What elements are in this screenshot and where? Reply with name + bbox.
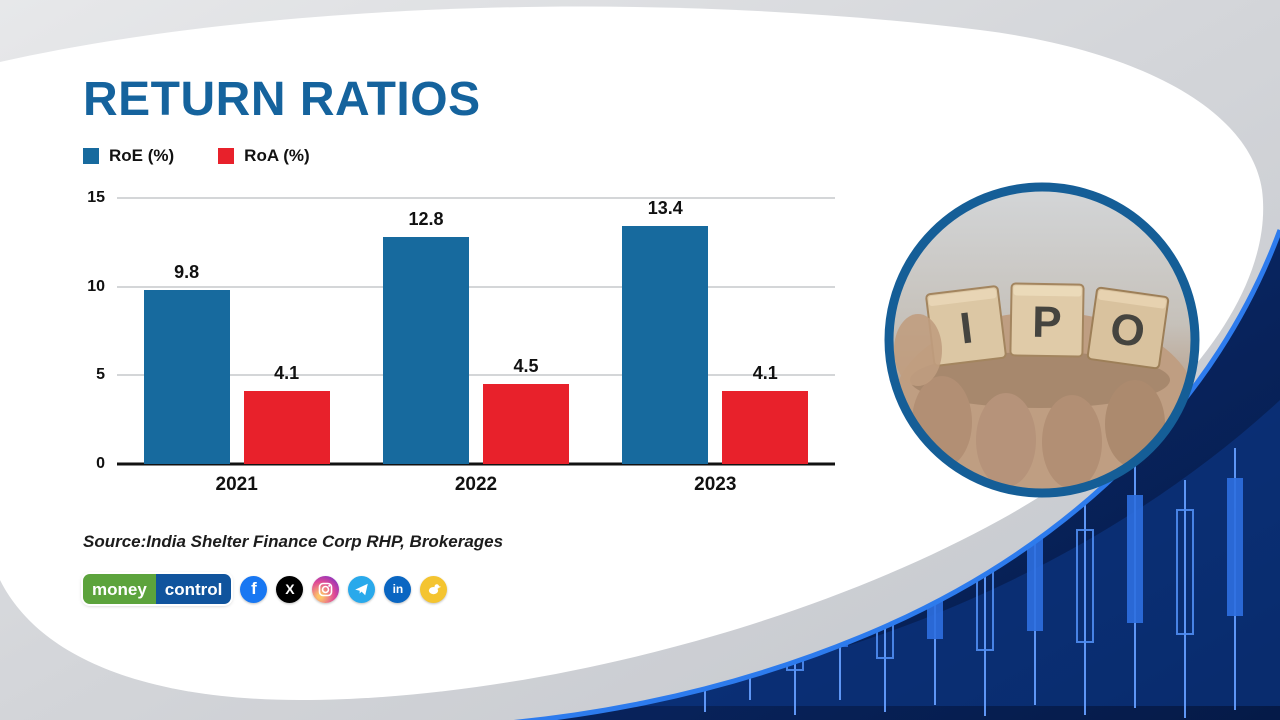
bar-value-roa-2022: 4.5 (513, 356, 539, 377)
legend-item-roa: RoA (%) (218, 146, 310, 166)
moneycontrol-logo[interactable]: money control (83, 574, 232, 604)
block-letter-o: O (1107, 304, 1148, 357)
legend-swatch-roa (218, 148, 235, 164)
bar-roe-2022: 12.8 (382, 209, 469, 464)
wood-block-p: P (1009, 282, 1085, 358)
gridline-10 (117, 286, 835, 288)
bar-roa-2022: 4.5 (482, 356, 569, 464)
page-title: RETURN RATIOS (83, 73, 481, 126)
y-tick-10: 10 (87, 277, 105, 295)
block-letter-i: I (957, 303, 975, 353)
bar-group-2023: 13.4 4.1 (596, 198, 835, 464)
legend-item-roe: RoE (%) (83, 146, 174, 166)
bar-value-roa-2021: 4.1 (274, 363, 300, 384)
bar-value-roa-2023: 4.1 (752, 363, 778, 384)
ipo-photo-graphic: I P O (884, 182, 1200, 498)
y-tick-15: 15 (87, 189, 105, 206)
plot-area: 9.8 4.1 12.8 4.5 13.4 4.1 (117, 197, 835, 466)
bar-roe-2021: 9.8 (143, 262, 230, 464)
bar-roa-2021: 4.1 (243, 363, 330, 464)
x-label-2021: 2021 (215, 474, 258, 495)
x-label-2022: 2022 (454, 474, 498, 495)
block-letter-p: P (1032, 298, 1062, 348)
y-tick-5: 5 (96, 366, 105, 384)
x-axis-labels: 2021 2022 2023 (117, 474, 835, 496)
legend-label-roa: RoA (%) (244, 146, 310, 165)
telegram-icon[interactable] (348, 575, 376, 603)
x-label-2023: 2023 (694, 474, 737, 495)
bar-group-2021: 9.8 4.1 (117, 198, 356, 464)
bar-group-2022: 12.8 4.5 (356, 198, 595, 464)
gridline-15 (117, 197, 835, 199)
bar-roa-2023: 4.1 (722, 363, 809, 464)
linkedin-icon[interactable]: in (384, 575, 412, 603)
gridline-5 (117, 374, 835, 376)
legend-label-roe: RoE (%) (109, 146, 175, 165)
logo-money-segment: money (83, 574, 156, 604)
bar-groups: 9.8 4.1 12.8 4.5 13.4 4.1 (117, 198, 835, 464)
chart-legend: RoE (%) RoA (%) (83, 146, 835, 166)
bar-chart: 0 5 10 15 9.8 4.1 12.8 4.5 13.4 4.1 2021 2022 2023 (83, 189, 835, 496)
linkedin-glyph: in (392, 582, 404, 596)
bar-value-roe-2022: 12.8 (408, 209, 444, 230)
legend-swatch-roe (83, 148, 99, 164)
x-twitter-icon[interactable]: X (276, 575, 304, 603)
ipo-photo-circle: I P O (880, 178, 1204, 502)
koo-icon[interactable] (420, 575, 448, 603)
instagram-icon[interactable] (312, 575, 340, 603)
y-tick-0: 0 (96, 455, 105, 472)
bar-value-roe-2021: 9.8 (174, 262, 200, 283)
wood-block-i: I (925, 285, 1007, 367)
y-axis: 0 5 10 15 (83, 189, 117, 472)
facebook-glyph: f (251, 579, 257, 598)
bar-value-roe-2023: 13.4 (647, 198, 683, 219)
wood-block-o: O (1086, 286, 1170, 370)
chart-panel: RETURN RATIOS RoE (%) RoA (%) 0 5 10 15 9.8… (83, 76, 835, 604)
footer-bar: money control f X in (83, 574, 835, 604)
bar-roe-2023: 13.4 (622, 198, 709, 464)
logo-control-segment: control (155, 574, 232, 604)
x-glyph: X (285, 581, 295, 597)
gridline-0 (117, 462, 835, 466)
source-note: Source:India Shelter Finance Corp RHP, B… (83, 532, 504, 551)
facebook-icon[interactable]: f (240, 575, 268, 603)
